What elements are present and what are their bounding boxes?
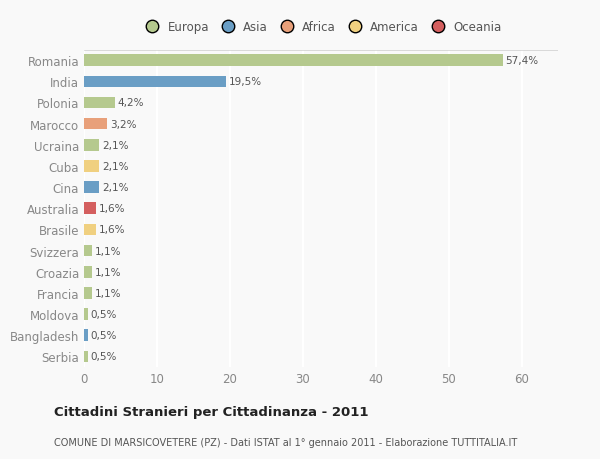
Bar bbox=[84, 97, 115, 109]
Bar bbox=[84, 118, 107, 130]
Text: 2,1%: 2,1% bbox=[102, 162, 129, 172]
Text: 0,5%: 0,5% bbox=[91, 352, 117, 362]
Bar bbox=[84, 203, 95, 215]
Text: 19,5%: 19,5% bbox=[229, 77, 262, 87]
Legend: Europa, Asia, Africa, America, Oceania: Europa, Asia, Africa, America, Oceania bbox=[138, 18, 504, 36]
Text: Cittadini Stranieri per Cittadinanza - 2011: Cittadini Stranieri per Cittadinanza - 2… bbox=[54, 405, 368, 419]
Bar bbox=[84, 245, 92, 257]
Text: 2,1%: 2,1% bbox=[102, 140, 129, 151]
Text: 1,6%: 1,6% bbox=[98, 204, 125, 214]
Bar bbox=[84, 351, 88, 363]
Bar bbox=[84, 55, 503, 67]
Text: 1,6%: 1,6% bbox=[98, 225, 125, 235]
Text: 1,1%: 1,1% bbox=[95, 288, 121, 298]
Bar bbox=[84, 287, 92, 299]
Bar bbox=[84, 76, 226, 88]
Text: 4,2%: 4,2% bbox=[118, 98, 144, 108]
Text: 3,2%: 3,2% bbox=[110, 119, 137, 129]
Bar bbox=[84, 140, 100, 151]
Bar bbox=[84, 330, 88, 341]
Text: 1,1%: 1,1% bbox=[95, 246, 121, 256]
Text: 0,5%: 0,5% bbox=[91, 330, 117, 341]
Text: 0,5%: 0,5% bbox=[91, 309, 117, 319]
Text: 2,1%: 2,1% bbox=[102, 183, 129, 193]
Bar bbox=[84, 161, 100, 173]
Text: COMUNE DI MARSICOVETERE (PZ) - Dati ISTAT al 1° gennaio 2011 - Elaborazione TUTT: COMUNE DI MARSICOVETERE (PZ) - Dati ISTA… bbox=[54, 437, 517, 447]
Bar bbox=[84, 182, 100, 194]
Bar bbox=[84, 308, 88, 320]
Text: 57,4%: 57,4% bbox=[505, 56, 539, 66]
Text: 1,1%: 1,1% bbox=[95, 267, 121, 277]
Bar bbox=[84, 224, 95, 236]
Bar bbox=[84, 266, 92, 278]
